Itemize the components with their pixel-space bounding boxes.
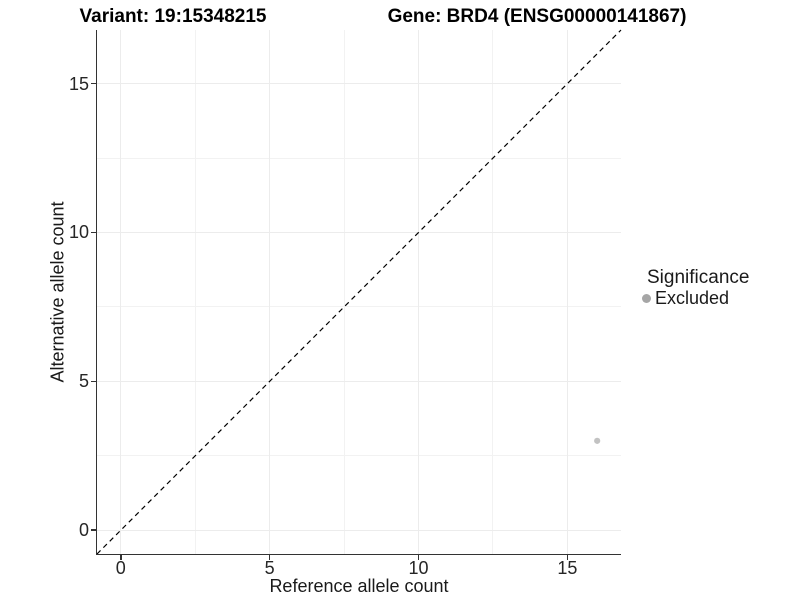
x-tick-mark <box>120 555 122 560</box>
minor-gridline-y <box>97 157 621 159</box>
major-gridline-y <box>97 380 621 382</box>
plot-overlay <box>96 29 622 555</box>
legend-item-excluded: Excluded <box>637 288 749 308</box>
y-tick-label: 0 <box>78 520 89 541</box>
plot-title-gene: Gene: BRD4 (ENSG00000141867) <box>387 6 687 27</box>
y-tick-mark <box>90 529 96 531</box>
minor-gridline-x <box>343 30 345 554</box>
y-tick-mark <box>90 82 96 85</box>
y-tick-label: 15 <box>68 73 89 94</box>
x-tick-label: 5 <box>264 558 275 578</box>
x-tick-mark <box>417 555 420 560</box>
y-axis-title: Alternative allele count <box>47 201 68 383</box>
x-tick-label: 15 <box>557 558 578 578</box>
x-tick-label: 10 <box>408 558 429 578</box>
identity-dashed-line <box>96 29 622 555</box>
major-gridline-y <box>97 231 621 233</box>
excluded-point-icon <box>641 293 651 303</box>
x-axis-title: Reference allele count <box>269 576 449 596</box>
major-gridline-x <box>269 30 271 554</box>
legend-key <box>637 289 655 307</box>
y-tick-label: 5 <box>78 371 89 392</box>
x-axis-line <box>95 553 621 555</box>
minor-gridline-x <box>492 30 494 554</box>
y-tick-mark <box>90 231 96 234</box>
legend-title: Significance <box>647 267 750 288</box>
x-tick-mark <box>566 555 569 560</box>
minor-gridline-x <box>194 30 196 554</box>
y-tick-mark <box>90 380 96 383</box>
x-tick-label: 0 <box>115 558 126 578</box>
legend-item-label: Excluded <box>655 288 730 308</box>
y-tick-label: 10 <box>68 222 89 243</box>
major-gridline-x <box>418 30 420 554</box>
major-gridline-x <box>120 30 122 554</box>
minor-gridline-y <box>97 306 621 308</box>
plot-title-variant: Variant: 19:15348215 <box>79 6 267 27</box>
x-tick-mark <box>268 555 271 560</box>
minor-gridline-y <box>97 455 621 457</box>
major-gridline-y <box>97 83 621 85</box>
legend: Significance Excluded <box>637 267 749 308</box>
data-point-excluded <box>594 437 601 444</box>
major-gridline-y <box>97 529 621 531</box>
major-gridline-x <box>566 30 568 554</box>
y-axis-line <box>95 30 97 555</box>
plot-panel <box>96 29 622 555</box>
